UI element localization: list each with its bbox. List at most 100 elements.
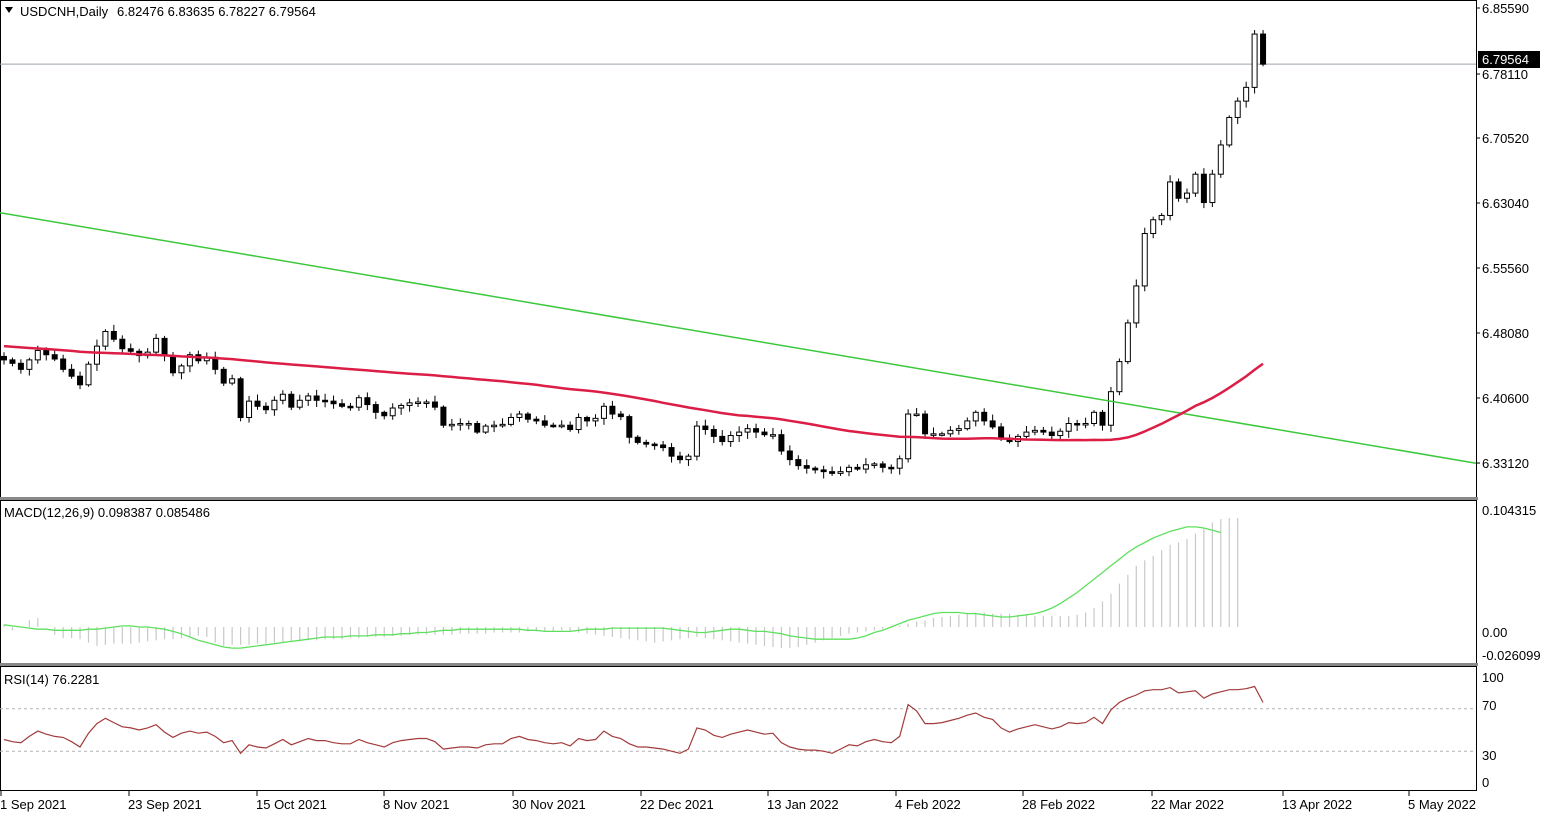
candle-body-bull xyxy=(26,359,33,370)
candle-body-bear xyxy=(1175,181,1182,199)
candle-body-bear xyxy=(795,459,802,467)
macd-tick-label: -0.026099 xyxy=(1482,648,1541,663)
candle-body-bull xyxy=(102,331,109,347)
candle-body-bull xyxy=(837,471,844,474)
current-price-tag xyxy=(1478,51,1540,68)
candle-body-bear xyxy=(888,466,895,470)
candle-body-bear xyxy=(1,355,7,361)
candle-body-bull xyxy=(1167,181,1174,216)
candle-body-bear xyxy=(1040,429,1047,433)
candle-body-bull xyxy=(1124,322,1131,363)
candle-body-bull xyxy=(693,425,700,457)
candle-body-bear xyxy=(533,418,540,422)
macd-pane[interactable] xyxy=(0,500,1477,664)
candle-body-bear xyxy=(1074,422,1081,426)
candle-body-bear xyxy=(17,362,24,370)
candle-body-bull xyxy=(947,429,954,435)
candle-body-bear xyxy=(702,425,709,431)
axes-group xyxy=(0,7,1480,796)
candle-body-bear xyxy=(719,435,726,443)
candle-body-bull xyxy=(592,417,599,422)
price-tick-label: 6.40600 xyxy=(1482,391,1529,406)
date-tick-label: 4 Feb 2022 xyxy=(895,797,961,812)
price-tick-label: 6.85590 xyxy=(1482,1,1529,16)
candle-body-bull xyxy=(448,423,455,427)
candle-body-bull xyxy=(246,400,253,418)
candle-body-bull xyxy=(913,413,920,417)
candle-body-bear xyxy=(660,444,667,449)
candle-body-bear xyxy=(626,416,633,438)
candle-body-bull xyxy=(1141,233,1148,287)
candle-body-bull xyxy=(415,401,422,405)
candle-body-bull xyxy=(1133,285,1140,324)
candle-body-bear xyxy=(9,359,16,364)
candle-body-bear xyxy=(803,465,810,469)
date-tick-label: 13 Apr 2022 xyxy=(1282,797,1352,812)
candle-body-bull xyxy=(769,434,776,437)
candle-body-bull xyxy=(1158,214,1165,221)
candle-body-bull xyxy=(1065,422,1072,432)
candle-body-bear xyxy=(1099,411,1106,426)
rsi-tick-label: 30 xyxy=(1482,748,1496,763)
candle-body-bear xyxy=(1048,431,1055,437)
rsi-series-group xyxy=(0,685,1476,755)
candle-body-bear xyxy=(364,397,371,406)
date-tick-label: 28 Feb 2022 xyxy=(1022,797,1095,812)
candle-body-bear xyxy=(220,368,227,384)
candle-body-bear xyxy=(643,441,650,445)
candle-body-bull xyxy=(1184,192,1190,199)
candle-body-bull xyxy=(85,363,92,386)
candle-body-bull xyxy=(930,433,937,436)
candle-body-bull xyxy=(1234,100,1241,118)
date-tick-label: 15 Oct 2021 xyxy=(256,797,327,812)
candle-body-bear xyxy=(474,422,481,433)
candle-body-bull xyxy=(1082,422,1089,426)
macd-signal-line xyxy=(3,526,1221,649)
price-series-group xyxy=(0,30,1477,479)
candle-body-bull xyxy=(600,405,607,419)
symbol-label: USDCNH,Daily xyxy=(20,4,109,19)
candle-body-bear xyxy=(1200,173,1207,204)
macd-title: MACD(12,26,9) 0.098387 0.085486 xyxy=(4,505,210,520)
candle-body-bear xyxy=(668,447,675,457)
candle-body-bear xyxy=(119,338,126,350)
candle-body-bull xyxy=(516,413,523,418)
price-tick-label: 6.70520 xyxy=(1482,131,1529,146)
date-tick-label: 1 Sep 2021 xyxy=(0,797,67,812)
candle-body-bear xyxy=(710,429,717,437)
candle-body-bull xyxy=(271,399,278,411)
candle-body-bear xyxy=(812,467,819,471)
candle-body-bear xyxy=(127,348,134,352)
candle-body-bull xyxy=(938,433,945,436)
rsi-title: RSI(14) 76.2281 xyxy=(4,672,99,687)
candle-body-bear xyxy=(786,450,793,461)
date-tick-label: 5 May 2022 xyxy=(1408,797,1476,812)
current-price-value: 6.79564 xyxy=(1482,52,1529,67)
date-tick-label: 23 Sep 2021 xyxy=(128,797,202,812)
candle-body-bull xyxy=(279,393,286,401)
candle-body-bear xyxy=(51,354,58,360)
candle-body-bear xyxy=(550,424,557,428)
candle-body-bull xyxy=(1116,361,1123,393)
candle-body-bear xyxy=(989,420,996,428)
candle-body-bull xyxy=(972,411,979,422)
candle-body-bear xyxy=(237,378,244,418)
candle-body-bear xyxy=(440,406,447,426)
candle-body-bear xyxy=(161,337,168,357)
dropdown-triangle-icon[interactable] xyxy=(5,7,13,13)
candle-body-bull xyxy=(896,458,903,469)
candle-body-bear xyxy=(567,424,574,431)
candle-body-bull xyxy=(736,431,743,437)
candle-body-bear xyxy=(981,411,988,422)
rsi-pane[interactable] xyxy=(0,666,1477,791)
macd-tick-label: 0.104315 xyxy=(1482,503,1536,518)
candle-body-bull xyxy=(862,464,869,470)
macd-tick-label: 0.00 xyxy=(1482,625,1507,640)
candle-body-bear xyxy=(617,413,624,418)
candle-body-bear xyxy=(313,395,320,401)
date-tick-label: 8 Nov 2021 xyxy=(383,797,450,812)
candle-body-bull xyxy=(1107,391,1114,426)
candle-body-bull xyxy=(389,407,396,417)
